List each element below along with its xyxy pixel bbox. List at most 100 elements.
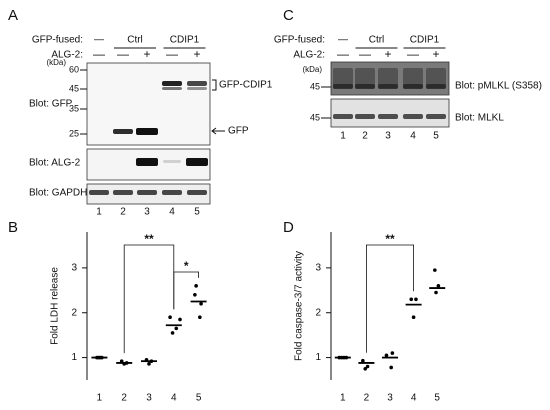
dot: [384, 353, 389, 358]
band: [426, 84, 446, 89]
dot: [414, 297, 418, 302]
band: [355, 68, 375, 88]
significance-label: **: [385, 232, 395, 246]
band: [137, 190, 157, 195]
dot: [389, 365, 393, 370]
blot-label: Blot: MLKL: [455, 113, 504, 124]
dot: [178, 317, 182, 322]
x-tick-label: 3: [387, 393, 393, 404]
band: [403, 84, 423, 89]
lane-number: 5: [194, 207, 200, 218]
dot: [436, 284, 441, 288]
kda-marker: 45: [69, 83, 79, 93]
dot: [433, 268, 437, 272]
alg2-sign: +: [432, 47, 439, 61]
group-label: —: [94, 35, 104, 46]
band: [187, 87, 207, 90]
lane-number: 1: [340, 131, 346, 142]
y-tick-label: 2: [71, 307, 77, 318]
kda-label: (kDa): [302, 65, 322, 74]
blot-label: Blot: pMLKL (S358): [455, 81, 542, 92]
dot: [411, 315, 416, 320]
kda-marker: 45: [310, 81, 320, 91]
y-axis-label: Fold caspase-3/7 activity: [294, 251, 305, 361]
band: [333, 68, 353, 88]
band: [403, 68, 423, 88]
dot: [199, 301, 203, 306]
x-tick-label: 4: [411, 393, 417, 404]
significance-bracket: [173, 271, 199, 310]
lane-number: 4: [169, 207, 175, 218]
panel-label: D: [283, 219, 294, 236]
lane-number: 1: [96, 207, 102, 218]
kda-marker: 45: [310, 112, 320, 122]
x-tick-label: 3: [146, 393, 152, 404]
alg2-sign: +: [143, 47, 150, 61]
band-label: GFP-CDIP1: [219, 80, 273, 91]
band: [162, 81, 182, 86]
group-label: CDIP1: [170, 35, 200, 46]
alg2-sign: +: [193, 47, 200, 61]
blot-label: Blot: ALG-2: [29, 158, 81, 169]
significance-label: **: [144, 232, 154, 246]
x-tick-label: 5: [434, 393, 440, 404]
band: [162, 87, 182, 90]
x-tick-label: 5: [196, 393, 202, 404]
dot: [365, 364, 370, 369]
x-tick-label: 4: [171, 393, 177, 404]
group-label: Ctrl: [369, 35, 385, 46]
group-label: —: [338, 35, 348, 46]
lane-number: 2: [362, 131, 368, 142]
band: [426, 68, 446, 88]
alg2-label: ALG-2:: [293, 50, 325, 61]
blot-label: Blot: GAPDH: [29, 188, 87, 199]
band: [187, 190, 207, 195]
band: [378, 84, 398, 89]
dot: [390, 351, 395, 355]
gfp-fused-label: GFP-fused:: [32, 35, 83, 46]
band: [378, 68, 398, 88]
bracket: [212, 79, 217, 91]
band: [378, 114, 398, 119]
band: [355, 84, 375, 89]
blot: [330, 98, 450, 128]
band: [187, 81, 207, 86]
band: [89, 190, 109, 195]
y-axis-label: Fold LDH release: [50, 267, 61, 345]
band: [162, 190, 182, 195]
group-label: Ctrl: [127, 35, 143, 46]
lane-number: 2: [120, 207, 126, 218]
kda-marker: 25: [69, 128, 79, 138]
panel-label: B: [8, 219, 18, 236]
alg2-sign: —: [166, 47, 178, 61]
y-tick-label: 1: [71, 352, 77, 363]
significance-bracket: [123, 244, 175, 354]
dot: [194, 284, 198, 288]
band: [136, 158, 158, 166]
alg2-sign: —: [337, 47, 349, 61]
x-tick-label: 2: [364, 393, 370, 404]
x-tick-label: 1: [340, 393, 346, 404]
dot: [198, 315, 202, 320]
band: [163, 160, 181, 163]
alg2-sign: —: [359, 47, 371, 61]
y-tick-label: 1: [315, 352, 321, 363]
band: [113, 190, 133, 195]
band: [426, 114, 446, 119]
y-tick-label: 2: [315, 307, 321, 318]
lane-number: 3: [144, 207, 150, 218]
lane-number: 4: [410, 131, 416, 142]
band: [355, 114, 375, 119]
band: [333, 114, 353, 119]
x-tick-label: 2: [121, 393, 127, 404]
dot: [434, 290, 438, 295]
band: [136, 128, 158, 135]
gfp-fused-label: GFP-fused:: [274, 35, 325, 46]
alg2-sign: —: [407, 47, 419, 61]
band: [333, 84, 353, 89]
dot: [193, 292, 197, 297]
significance-bracket: [366, 244, 414, 353]
band: [403, 114, 423, 119]
alg2-label: ALG-2:: [51, 50, 83, 61]
